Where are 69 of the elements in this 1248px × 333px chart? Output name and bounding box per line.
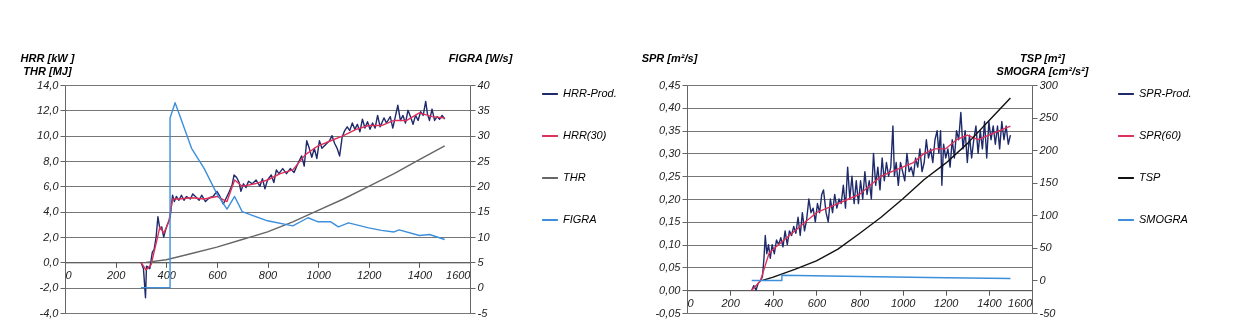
y2-tick-label: 5 (477, 255, 485, 268)
y-tick-label: 0,25 (659, 169, 682, 182)
y2-tick-label: 25 (476, 154, 491, 167)
x-tick-label: 0 (687, 296, 695, 309)
x-tick-label: 0 (65, 268, 73, 281)
y-tick-label: -2,0 (39, 281, 60, 294)
x-tick-label: 200 (105, 268, 127, 281)
legend-label: HRR-Prod. (563, 87, 617, 99)
y-tick-label: 12,0 (37, 103, 60, 116)
x-tick-label: 600 (208, 268, 228, 281)
legend-label: THR (563, 171, 586, 183)
x-tick-label: 1200 (934, 296, 960, 309)
y-axis-title: SPR [m²/s] (641, 51, 698, 64)
y2-tick-label: -50 (1039, 306, 1057, 319)
y2-tick-label: 300 (1039, 78, 1059, 91)
y-tick-label: -4,0 (39, 306, 60, 319)
y-tick-label: 0,00 (659, 283, 682, 296)
x-tick-label: 1200 (357, 268, 383, 281)
y-tick-label: -0,05 (655, 306, 682, 319)
legend-label: SPR-Prod. (1139, 87, 1192, 99)
legend-label: FIGRA (563, 213, 597, 225)
y-tick-label: 10,0 (37, 129, 60, 142)
y-tick-label: 0,15 (659, 215, 682, 228)
y-tick-label: 0,0 (43, 255, 60, 268)
y-tick-label: 0,05 (659, 260, 682, 273)
x-tick-label: 1400 (977, 296, 1003, 309)
x-tick-label: 600 (807, 296, 827, 309)
y-tick-label: 0,20 (659, 192, 682, 205)
y-tick-label: 0,35 (659, 124, 682, 137)
x-tick-label: 800 (258, 268, 279, 281)
legend-label: SPR(60) (1139, 129, 1182, 141)
y2-tick-label: 35 (477, 103, 491, 116)
legend-label: TSP (1139, 171, 1162, 183)
y-tick-label: 2,0 (42, 230, 60, 243)
y-axis-title: HRR [kW ] THR [MJ] (20, 51, 75, 77)
y2-axis-title: FIGRA [W/s] (448, 51, 513, 64)
x-tick-label: 200 (720, 296, 741, 309)
x-tick-label: 800 (850, 296, 871, 309)
y2-tick-label: 0 (477, 281, 485, 294)
y2-tick-label: 150 (1039, 176, 1059, 189)
x-tick-label: 1000 (306, 268, 332, 281)
y2-tick-label: 50 (1039, 241, 1053, 254)
y-tick-label: 0,30 (659, 146, 682, 159)
legend-label: HRR(30) (563, 129, 607, 141)
y-tick-label: 0,10 (659, 238, 682, 251)
y-tick-label: 8,0 (43, 154, 60, 167)
y-tick-label: 0,40 (659, 101, 682, 114)
y-tick-label: 0,45 (659, 78, 682, 91)
y-tick-label: 14,0 (37, 78, 60, 91)
x-tick-label: 1600 (446, 268, 472, 281)
y2-tick-label: 40 (477, 78, 491, 91)
y2-tick-label: -5 (477, 306, 489, 319)
x-tick-label: 1000 (890, 296, 917, 309)
y2-tick-label: 200 (1038, 143, 1059, 156)
y-tick-label: 4,0 (43, 205, 60, 218)
y2-tick-label: 100 (1039, 208, 1059, 221)
y2-tick-label: 20 (476, 179, 491, 192)
y2-axis-title: TSP [m²] SMOGRA [cm²/s²] (996, 51, 1089, 77)
legend-label: SMOGRA (1139, 213, 1188, 225)
line-series (761, 97, 1012, 282)
line-series (145, 145, 446, 264)
y2-tick-label: 15 (477, 205, 491, 218)
y2-tick-label: 10 (477, 230, 491, 243)
x-tick-label: 400 (764, 296, 784, 309)
x-tick-label: 1400 (407, 268, 433, 281)
x-tick-label: 1600 (1008, 296, 1034, 309)
y-tick-label: 6,0 (43, 179, 60, 192)
y2-tick-label: 30 (477, 129, 491, 142)
y2-tick-label: 250 (1038, 111, 1059, 124)
